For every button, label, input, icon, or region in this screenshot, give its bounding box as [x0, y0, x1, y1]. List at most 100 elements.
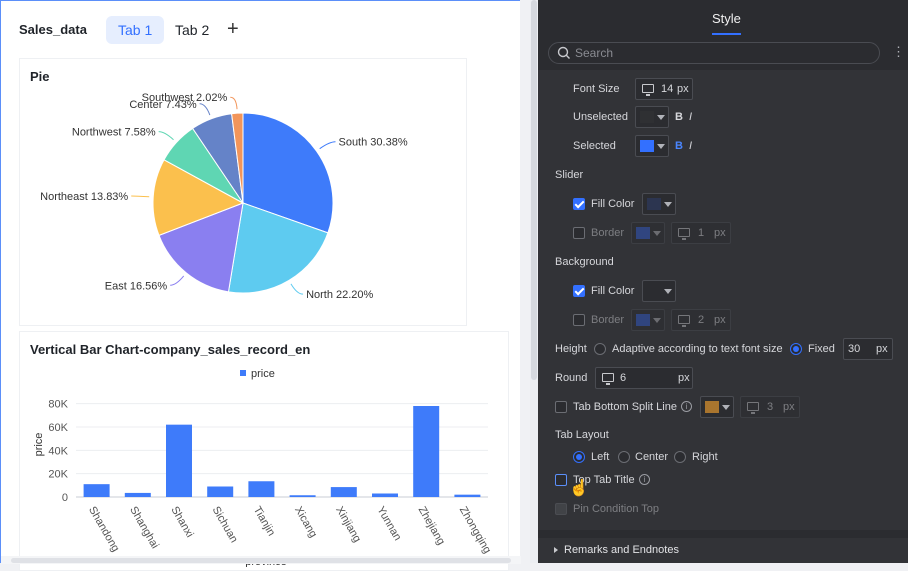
info-icon[interactable]: i: [681, 401, 692, 412]
pie-slice-northeast[interactable]: [152, 159, 245, 237]
px-unit: px: [783, 401, 795, 413]
height-fixed-label: Fixed: [808, 343, 835, 355]
bar-sichuan[interactable]: [207, 486, 234, 498]
tab-layout-label: Tab Layout: [555, 429, 609, 441]
legend-label[interactable]: price: [251, 368, 275, 380]
chevron-down-icon: [657, 115, 665, 120]
px-unit: px: [714, 227, 726, 239]
bar-yunnan[interactable]: [372, 493, 398, 498]
bar-shanxi[interactable]: [166, 424, 192, 497]
bg-border-swatch: [636, 314, 650, 326]
bg-border-color-picker[interactable]: [631, 309, 665, 331]
split-line-width-input[interactable]: 3 px: [740, 396, 800, 418]
bg-border-width-input[interactable]: 2 px: [671, 309, 731, 331]
slider-fill-color-picker[interactable]: [642, 193, 676, 215]
monitor-icon: [678, 315, 690, 327]
chevron-down-icon: [664, 289, 672, 294]
search-box[interactable]: [548, 42, 880, 64]
bar-shanghai[interactable]: [124, 492, 151, 497]
pie-label-east: East 16.56%: [105, 280, 168, 292]
x-tick-label: Zhejiang: [416, 505, 447, 548]
bg-fill-label: Fill Color: [591, 285, 635, 297]
x-tick-label: Shandong: [86, 505, 121, 554]
height-adaptive-label: Adaptive according to text font size: [612, 343, 783, 355]
pie-slice-southwest[interactable]: [231, 112, 244, 204]
bar-tianjin[interactable]: [248, 481, 275, 497]
bg-border-label: Border: [591, 314, 625, 326]
chevron-down-icon: [722, 405, 730, 410]
panel-header: Style: [538, 0, 908, 38]
slider-border-color-picker[interactable]: [631, 222, 665, 244]
bold-toggle[interactable]: B: [675, 111, 683, 123]
italic-toggle-selected[interactable]: I: [689, 140, 693, 152]
add-tab-button[interactable]: +: [227, 18, 239, 40]
px-unit: px: [678, 372, 690, 384]
search-input[interactable]: [575, 45, 855, 61]
round-label: Round: [555, 372, 588, 384]
tab-style[interactable]: Style: [712, 11, 741, 26]
bar-zhongqing[interactable]: [454, 494, 481, 497]
dashboard-title: Sales_data: [19, 22, 87, 37]
pin-condition-checkbox[interactable]: [555, 503, 567, 515]
legend-swatch: [240, 370, 246, 376]
bar-xicang[interactable]: [289, 495, 316, 497]
split-line-color-picker[interactable]: [700, 396, 734, 418]
tab-bar: Sales_data Tab 1 Tab 2 +: [1, 11, 521, 49]
horizontal-scrollbar[interactable]: [1, 556, 521, 564]
pie-card[interactable]: Pie South 30.38% North 22.20% East 16.56% N…: [19, 58, 467, 326]
background-heading: Background: [555, 256, 614, 268]
px-unit: px: [876, 343, 888, 355]
slider-border-width: 1: [698, 227, 705, 239]
bg-border-checkbox[interactable]: [573, 314, 585, 326]
pie-slice-south[interactable]: [242, 112, 334, 234]
x-tick-label: Sichuan: [210, 505, 240, 545]
pie-slice-east[interactable]: [158, 202, 244, 293]
height-adaptive-radio[interactable]: [594, 343, 606, 355]
unselected-color-picker[interactable]: [635, 106, 669, 128]
unselected-swatch: [640, 111, 654, 123]
info-icon[interactable]: i: [639, 474, 650, 485]
split-line-checkbox[interactable]: [555, 401, 567, 413]
height-label: Height: [555, 343, 587, 355]
layout-right-radio[interactable]: [674, 451, 686, 463]
bar-shandong[interactable]: [83, 484, 110, 497]
layout-center-radio[interactable]: [618, 451, 630, 463]
tab-1[interactable]: Tab 1: [106, 16, 165, 44]
search-icon: [557, 46, 570, 59]
bg-fill-color-picker[interactable]: [642, 280, 676, 302]
slider-fill-checkbox[interactable]: [573, 198, 585, 210]
bold-toggle-selected[interactable]: B: [675, 140, 683, 152]
italic-toggle[interactable]: I: [689, 111, 693, 123]
font-size-input[interactable]: 14 px: [635, 78, 693, 100]
more-icon[interactable]: ⋮: [892, 44, 905, 59]
slider-border-width-input[interactable]: 1 px: [671, 222, 731, 244]
slider-border-checkbox[interactable]: [573, 227, 585, 239]
layout-left-radio[interactable]: [573, 451, 585, 463]
selected-swatch: [640, 140, 654, 152]
round-value: 6: [620, 372, 627, 384]
height-fixed-radio[interactable]: [790, 343, 802, 355]
tab-2[interactable]: Tab 2: [175, 22, 210, 38]
pie-leader-line: [170, 275, 185, 286]
height-input[interactable]: 30 px: [843, 338, 893, 360]
remarks-section[interactable]: Remarks and Endnotes: [538, 538, 908, 563]
bar-card[interactable]: Vertical Bar Chart-company_sales_record_…: [19, 331, 509, 571]
font-size-unit: px: [677, 83, 689, 95]
round-input[interactable]: 6 px: [595, 367, 693, 389]
bar-xinjiang[interactable]: [330, 487, 357, 497]
bg-fill-checkbox[interactable]: [573, 285, 585, 297]
remarks-label: Remarks and Endnotes: [564, 544, 679, 556]
top-tab-title-checkbox[interactable]: [555, 474, 567, 486]
pie-label-south: South 30.38%: [338, 137, 407, 149]
selected-color-picker[interactable]: [635, 135, 669, 157]
pie-slice-north[interactable]: [227, 202, 329, 294]
pie-label-north: North 22.20%: [306, 289, 373, 301]
bar-zhejiang[interactable]: [413, 406, 440, 497]
hand-cursor-icon: ☝: [569, 480, 589, 497]
chevron-down-icon: [664, 202, 672, 207]
split-line-swatch: [705, 401, 719, 413]
y-tick-label: 40K: [48, 445, 68, 457]
vertical-scrollbar[interactable]: [530, 0, 538, 563]
slider-border-label: Border: [591, 227, 625, 239]
